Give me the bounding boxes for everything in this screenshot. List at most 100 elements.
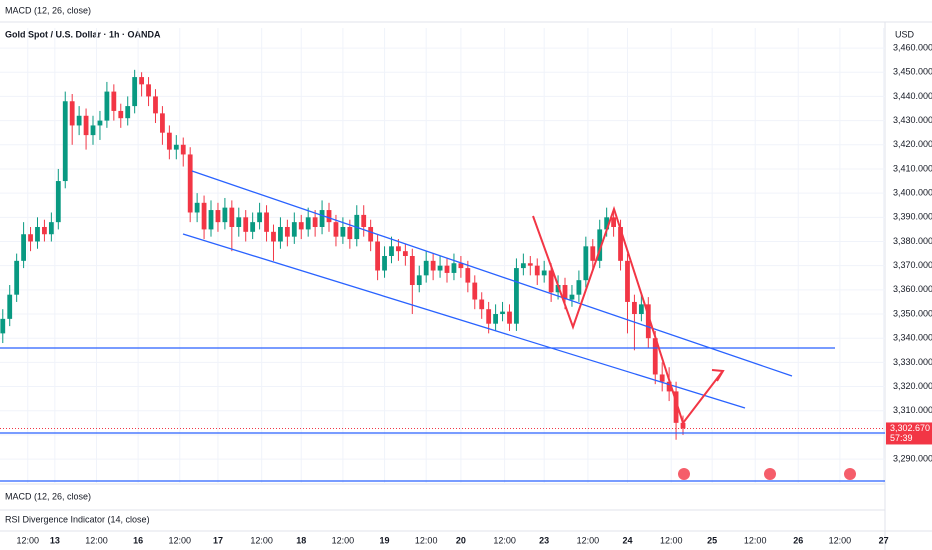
indicator-label[interactable]: MACD (12, 26, close): [5, 491, 91, 501]
projection-path: [532, 205, 723, 426]
candle-body: [111, 91, 117, 111]
x-tick-label: 26: [793, 535, 803, 545]
candle-body: [583, 246, 589, 281]
y-tick-label: 3,320.000: [893, 381, 932, 391]
candle-body: [576, 280, 582, 295]
event-icon[interactable]: [764, 468, 776, 480]
x-tick-label: 12:00: [493, 535, 516, 545]
candle-body: [472, 282, 478, 300]
candle-body: [284, 226, 290, 237]
candle-body: [146, 84, 151, 97]
candle-body: [396, 246, 401, 252]
candle-body: [153, 96, 158, 114]
x-tick-label: 18: [296, 535, 306, 545]
countdown-label: 57:39: [890, 433, 913, 443]
x-tick-label: 12:00: [85, 535, 108, 545]
x-tick-label: 24: [622, 535, 632, 545]
candle-body: [611, 217, 616, 227]
candle-body: [645, 304, 651, 339]
candle-body: [28, 234, 33, 242]
event-icon[interactable]: [844, 468, 856, 480]
y-tick-label: 3,390.000: [893, 212, 932, 222]
candle-body: [35, 226, 40, 242]
candle-body: [0, 318, 6, 334]
x-tick-label: 12:00: [332, 535, 355, 545]
candle-body: [118, 110, 124, 119]
candle-body: [465, 268, 471, 283]
candle-body: [514, 268, 519, 324]
indicator-label[interactable]: RSI Divergence Indicator (14, close): [5, 514, 150, 524]
currency-label[interactable]: USD: [895, 29, 915, 39]
candle-body: [444, 265, 450, 273]
candle-body: [520, 263, 526, 269]
candle-body: [486, 309, 492, 324]
x-tick-label: 23: [539, 535, 549, 545]
y-tick-label: 3,430.000: [893, 115, 932, 125]
candle-body: [416, 275, 422, 286]
x-tick-label: 12:00: [660, 535, 683, 545]
candle-body: [160, 113, 165, 133]
candle-body: [97, 120, 103, 126]
candle-body: [125, 106, 131, 119]
event-icon[interactable]: [678, 468, 690, 480]
candle-body: [507, 311, 512, 324]
candle-body: [236, 217, 242, 227]
candle-body: [680, 422, 686, 429]
candle-body: [215, 210, 221, 223]
candle-body: [597, 229, 603, 261]
candle-body: [548, 270, 554, 293]
candle-body: [402, 251, 408, 256]
x-tick-label: 17: [213, 535, 223, 545]
drawings: [0, 170, 885, 482]
candle-body: [534, 265, 540, 276]
candle-body: [389, 246, 394, 256]
y-tick-label: 3,370.000: [893, 260, 932, 270]
candle-body: [409, 256, 415, 286]
candle-body: [618, 226, 623, 261]
candle-body: [208, 210, 214, 230]
trend-line: [182, 233, 746, 409]
candle-body: [83, 115, 89, 136]
indicator-label[interactable]: MACD (12, 26, close): [5, 5, 91, 15]
candle-body: [62, 101, 68, 182]
candle-body: [21, 234, 26, 261]
x-tick-label: 19: [380, 535, 390, 545]
y-tick-label: 3,450.000: [893, 67, 932, 77]
candle-body: [139, 77, 144, 85]
candle-body: [305, 217, 311, 230]
candle-body: [173, 144, 179, 150]
x-tick-label: 12:00: [169, 535, 192, 545]
candle-body: [527, 263, 533, 266]
y-tick-label: 3,290.000: [893, 453, 932, 463]
candle-body: [562, 285, 568, 300]
candle-body: [590, 246, 596, 261]
candle-body: [368, 226, 374, 242]
x-tick-label: 12:00: [829, 535, 852, 545]
x-tick-label: 16: [133, 535, 143, 545]
last-price-label: 3,302.670: [890, 423, 930, 433]
candle-body: [632, 301, 637, 315]
y-tick-label: 3,420.000: [893, 139, 932, 149]
candle-body: [569, 294, 575, 300]
y-tick-label: 3,380.000: [893, 236, 932, 246]
candle-body: [423, 260, 429, 276]
y-tick-label: 3,360.000: [893, 284, 932, 294]
candle-body: [361, 214, 367, 227]
y-tick-label: 3,310.000: [893, 405, 932, 415]
candle-body: [340, 226, 346, 237]
y-tick-label: 3,330.000: [893, 357, 932, 367]
candle-body: [326, 210, 332, 223]
y-tick-label: 3,400.000: [893, 188, 932, 198]
candle-body: [451, 263, 457, 273]
candle-body: [458, 263, 464, 269]
x-tick-label: 13: [50, 535, 60, 545]
candle-body: [500, 311, 505, 315]
candle-body: [347, 226, 353, 240]
candle-body: [42, 226, 47, 235]
candle-body: [194, 202, 200, 213]
candle-body: [90, 125, 96, 136]
candle-body: [243, 217, 249, 232]
candle-body: [291, 222, 297, 237]
x-tick-label: 25: [707, 535, 717, 545]
